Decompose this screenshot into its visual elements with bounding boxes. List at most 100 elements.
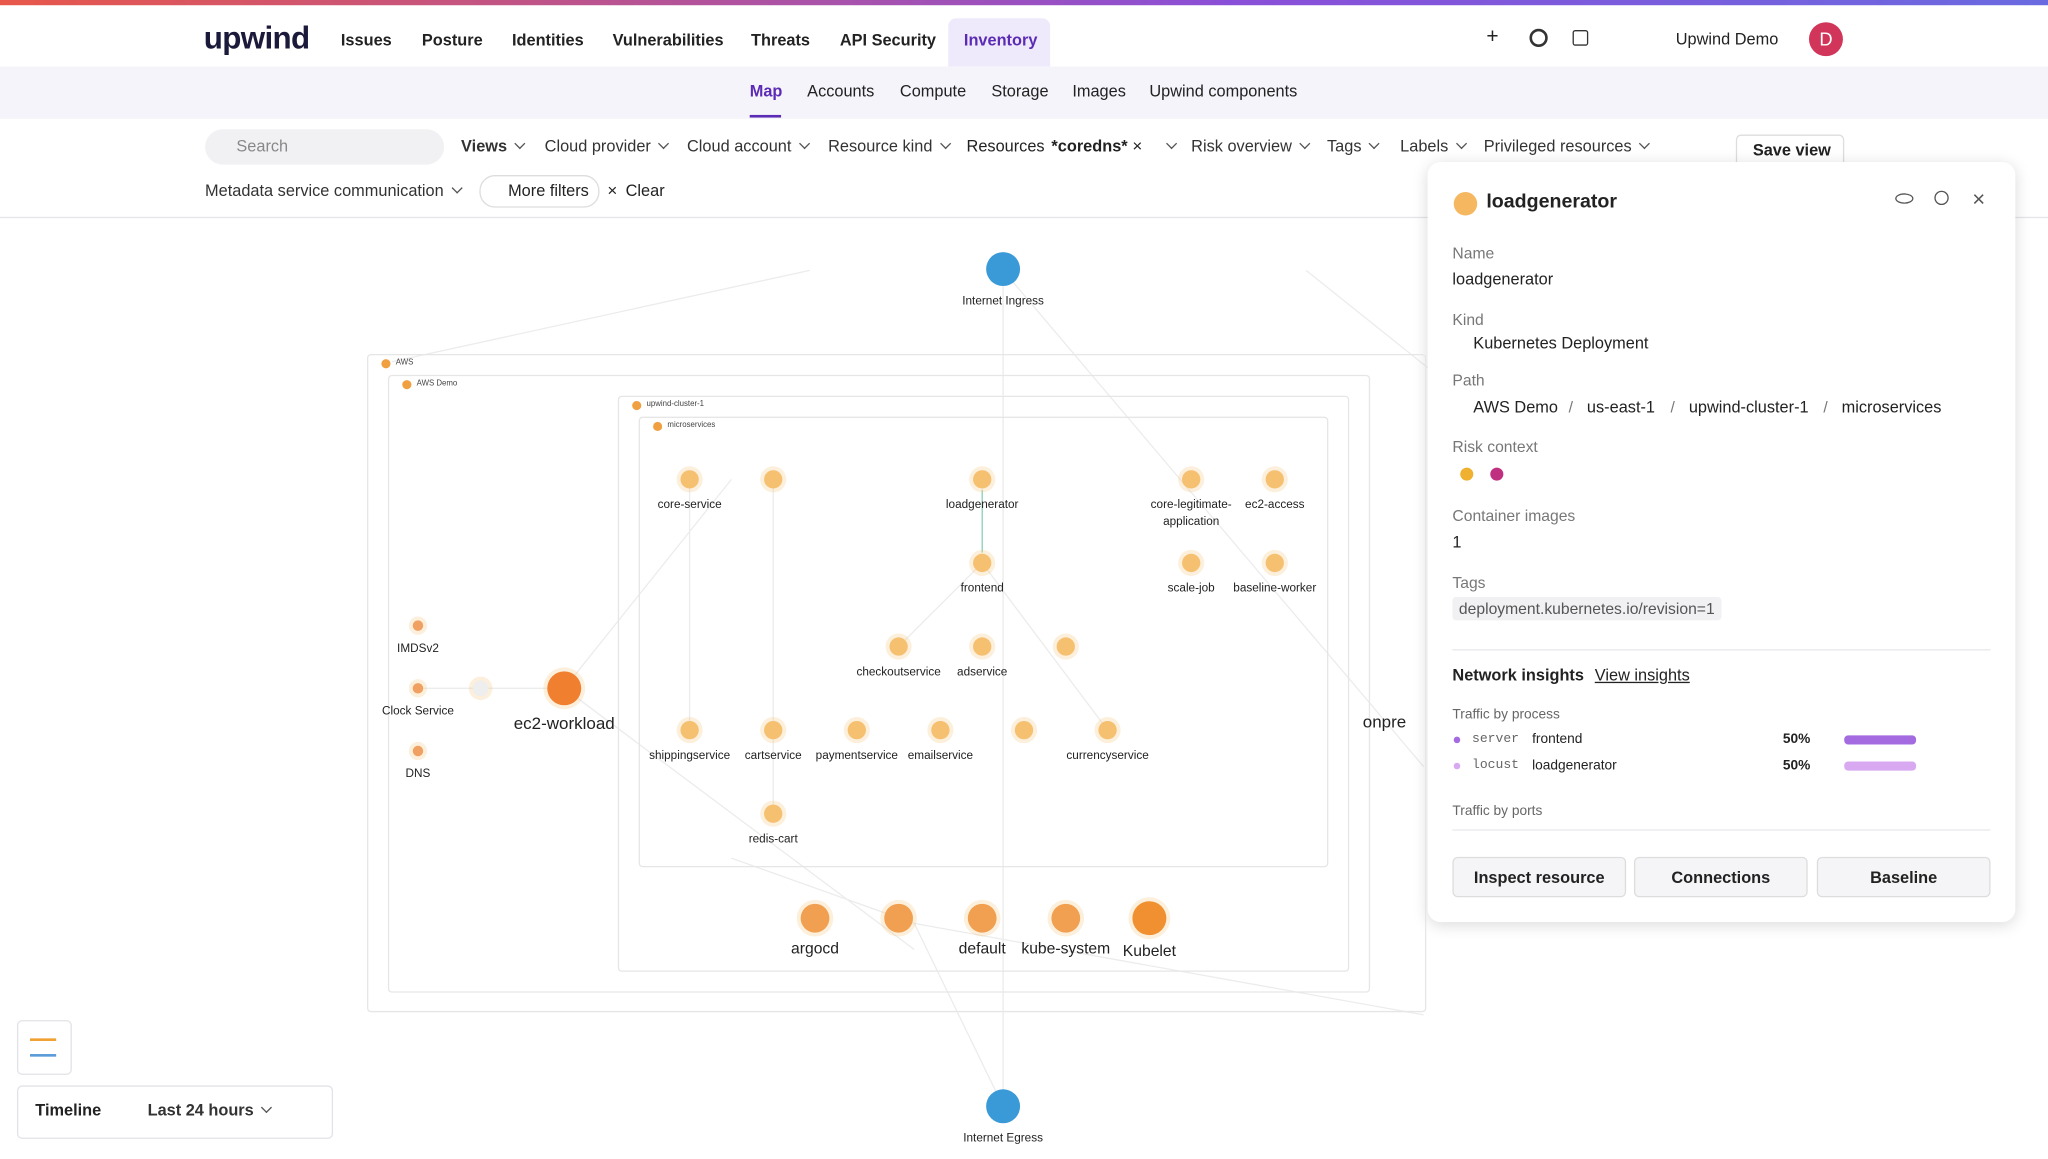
locate[interactable] (1934, 190, 1949, 206)
subnav-item[interactable]: Accounts (807, 82, 875, 101)
map-node[interactable] (547, 671, 582, 706)
node-label[interactable]: onpre (1362, 711, 1407, 732)
subnav-item[interactable]: Images (1072, 82, 1126, 101)
nav-item[interactable]: Identities (511, 31, 584, 50)
node-label[interactable]: Internet Ingress (962, 293, 1044, 307)
map-node[interactable] (973, 553, 992, 573)
subnav-item[interactable]: Map (749, 82, 783, 101)
tab-link[interactable]: View insights (1594, 666, 1690, 685)
search-placeholder[interactable]: Search (236, 137, 289, 156)
filter[interactable]: Views (461, 137, 524, 155)
node-label[interactable]: currencyservice (1066, 748, 1149, 762)
map-node[interactable] (1056, 637, 1075, 656)
node-label[interactable]: frontend (960, 581, 1004, 595)
avatar[interactable]: D (1808, 22, 1843, 57)
node-label[interactable]: loadgenerator (945, 497, 1019, 511)
filter[interactable]: Risk overview (1191, 137, 1309, 155)
settings-icon[interactable] (1529, 28, 1548, 48)
node-label[interactable]: checkoutservice (856, 664, 941, 678)
node-label[interactable]: core-legitimate-application (1150, 497, 1232, 528)
nav-item[interactable]: Vulnerabilities (612, 31, 724, 50)
map-node[interactable] (1098, 720, 1117, 740)
tab[interactable]: Network insights (1452, 666, 1584, 685)
map-node[interactable] (412, 620, 424, 631)
filter[interactable]: Cloud account (687, 137, 808, 155)
close[interactable]: × (1972, 186, 1986, 212)
panel-button[interactable]: Inspect resource (1452, 856, 1627, 898)
map-node[interactable] (986, 1089, 1021, 1124)
legend-icon[interactable] (30, 1038, 57, 1057)
node-label[interactable]: IMDSv2 (397, 641, 439, 655)
node-label[interactable]: cartservice (744, 748, 802, 762)
map-node[interactable] (680, 470, 699, 489)
node-label[interactable]: Kubelet (1122, 941, 1176, 960)
map-node[interactable] (986, 252, 1021, 287)
map-node[interactable] (764, 470, 783, 489)
map-node[interactable] (412, 745, 424, 757)
node-label[interactable]: Internet Egress (963, 1131, 1043, 1145)
clear[interactable]: Clear (625, 181, 665, 200)
node-label[interactable]: emailservice (907, 748, 974, 762)
map-node[interactable] (1182, 470, 1201, 489)
map-node[interactable] (412, 683, 424, 694)
node-label[interactable]: redis-cart (748, 831, 798, 846)
filter-value[interactable]: *coredns* (1051, 137, 1128, 156)
legend-button[interactable] (16, 1020, 72, 1075)
map-node[interactable] (889, 637, 908, 656)
node-label[interactable]: ec2-access (1245, 497, 1305, 511)
map-node[interactable] (1265, 553, 1284, 573)
account[interactable]: Upwind Demo (1675, 30, 1779, 49)
nav-item[interactable]: API Security (839, 31, 937, 50)
map-node[interactable] (1051, 903, 1081, 933)
search-box[interactable] (205, 129, 445, 165)
map-node[interactable] (1182, 553, 1201, 573)
map-node[interactable] (800, 903, 830, 933)
map-node[interactable] (1014, 720, 1034, 740)
subnav-item[interactable]: Compute (899, 82, 967, 101)
subnav-item[interactable]: Storage (991, 82, 1049, 101)
filter[interactable]: Tags (1327, 137, 1378, 155)
node-label[interactable]: baseline-worker (1233, 581, 1317, 595)
more-filters-box[interactable] (479, 175, 600, 208)
map-node[interactable] (973, 470, 992, 489)
node-label[interactable]: core-service (657, 497, 722, 511)
save-label[interactable]: Save view (1752, 141, 1831, 160)
filter[interactable]: Cloud provider (545, 137, 668, 155)
timeline-range[interactable]: Last 24 hours (148, 1101, 271, 1119)
more-filters[interactable]: More filters (508, 181, 589, 200)
map-node[interactable] (973, 637, 992, 656)
node-label[interactable]: adservice (957, 664, 1008, 678)
node-label[interactable]: paymentservice (815, 748, 898, 762)
map-node[interactable] (967, 903, 997, 933)
nav-item[interactable]: Inventory (963, 31, 1038, 50)
filter[interactable]: Resources (966, 137, 1045, 156)
add-icon[interactable]: + (1486, 26, 1499, 49)
map-node[interactable] (847, 720, 866, 740)
map-node[interactable] (680, 720, 699, 740)
filter[interactable]: Privileged resources (1484, 137, 1649, 155)
map-node[interactable] (1265, 470, 1284, 489)
nav-item[interactable]: Issues (340, 31, 392, 50)
logo[interactable]: upwind (203, 20, 310, 57)
nav-item[interactable]: Threats (751, 31, 810, 50)
map-node[interactable] (472, 680, 489, 697)
filter[interactable]: Labels (1400, 137, 1465, 155)
node-label[interactable]: Clock Service (382, 703, 454, 718)
node-label[interactable]: shippingservice (649, 748, 731, 762)
panel-button[interactable]: Baseline (1816, 856, 1991, 898)
map-node[interactable] (931, 720, 950, 740)
hide[interactable] (1895, 193, 1914, 204)
node-label[interactable]: kube-system (1021, 939, 1111, 958)
subnav-item[interactable]: Upwind components (1149, 82, 1298, 101)
filter[interactable]: Resource kind (828, 137, 949, 155)
map-node[interactable] (764, 720, 783, 740)
docs-icon[interactable] (1572, 30, 1589, 46)
node-label[interactable]: scale-job (1167, 581, 1215, 595)
panel-button[interactable]: Connections (1633, 856, 1808, 898)
map-node[interactable] (884, 903, 913, 933)
filter-remove[interactable]: × (1132, 135, 1143, 156)
node-label[interactable]: ec2-workload (513, 713, 615, 733)
map-node[interactable] (1132, 901, 1167, 936)
filter[interactable]: Metadata service communication (205, 182, 461, 200)
node-label[interactable]: default (958, 939, 1006, 958)
